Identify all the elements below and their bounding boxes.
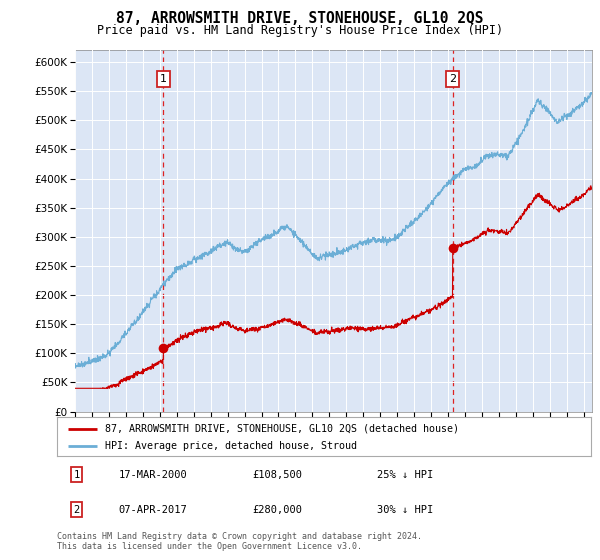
Text: 30% ↓ HPI: 30% ↓ HPI — [377, 505, 434, 515]
Text: 25% ↓ HPI: 25% ↓ HPI — [377, 470, 434, 479]
Text: 87, ARROWSMITH DRIVE, STONEHOUSE, GL10 2QS: 87, ARROWSMITH DRIVE, STONEHOUSE, GL10 2… — [116, 11, 484, 26]
Text: 07-APR-2017: 07-APR-2017 — [118, 505, 187, 515]
Text: 2: 2 — [449, 74, 456, 85]
Text: 1: 1 — [160, 74, 167, 85]
Text: £280,000: £280,000 — [252, 505, 302, 515]
Text: £108,500: £108,500 — [252, 470, 302, 479]
Text: 17-MAR-2000: 17-MAR-2000 — [118, 470, 187, 479]
Text: Price paid vs. HM Land Registry's House Price Index (HPI): Price paid vs. HM Land Registry's House … — [97, 24, 503, 36]
Text: 2: 2 — [74, 505, 80, 515]
Text: Contains HM Land Registry data © Crown copyright and database right 2024.
This d: Contains HM Land Registry data © Crown c… — [57, 532, 422, 552]
Text: 87, ARROWSMITH DRIVE, STONEHOUSE, GL10 2QS (detached house): 87, ARROWSMITH DRIVE, STONEHOUSE, GL10 2… — [105, 424, 459, 434]
Text: HPI: Average price, detached house, Stroud: HPI: Average price, detached house, Stro… — [105, 441, 357, 451]
Text: 1: 1 — [74, 470, 80, 479]
